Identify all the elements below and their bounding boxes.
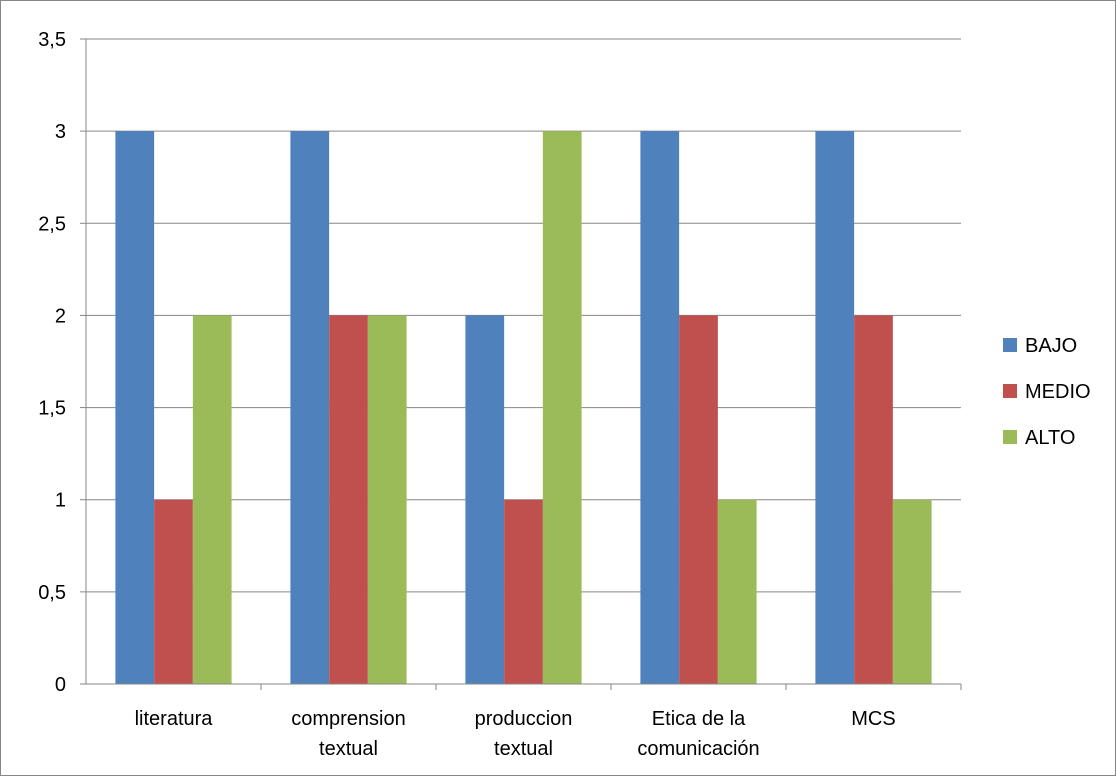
gridlines [86,38,961,593]
bar-medio [854,315,893,684]
x-category-label: Etica de la [652,708,746,730]
bar-bajo [115,131,155,685]
bar-bajo [640,131,680,685]
bar-bajo [290,131,330,685]
x-category-label: produccion [475,708,573,730]
y-tick-label: 3,5 [38,29,66,51]
bar-bajo [465,315,505,684]
legend-label-bajo: BAJO [1025,335,1077,357]
y-tick-label: 3 [55,121,66,143]
bar-medio [679,315,718,684]
y-tick-label: 1,5 [38,398,66,420]
legend-swatch-medio [1003,384,1017,398]
bar-medio [154,499,193,684]
y-tick-label: 0,5 [38,582,66,604]
bar-alto [892,499,932,684]
legend-label-medio: MEDIO [1025,381,1091,403]
y-tick-label: 2,5 [38,213,66,235]
y-tick-label: 2 [55,305,66,327]
bar-medio [504,499,543,684]
x-category-label: literatura [135,708,214,730]
legend-label-alto: ALTO [1025,427,1075,449]
x-category-label: comunicación [637,738,759,760]
bar-alto [542,131,582,685]
bars [115,131,932,685]
bar-bajo [815,131,855,685]
bar-medio [329,315,368,684]
legend-swatch-alto [1003,430,1017,444]
x-category-label: textual [319,738,378,760]
x-category-label: MCS [851,708,895,730]
bar-alto [717,499,757,684]
x-category-label: comprension [291,708,406,730]
x-category-label: textual [494,738,553,760]
axes: 0 0,5 1 1,5 2 2,5 3 3,5 literatura comprension tex… [38,29,962,760]
y-tick-label: 1 [55,490,66,512]
bar-alto [367,315,407,684]
legend: BAJO MEDIO ALTO [1003,335,1091,449]
bar-alto [192,315,232,684]
legend-swatch-bajo [1003,338,1017,352]
y-tick-label: 0 [55,674,66,696]
